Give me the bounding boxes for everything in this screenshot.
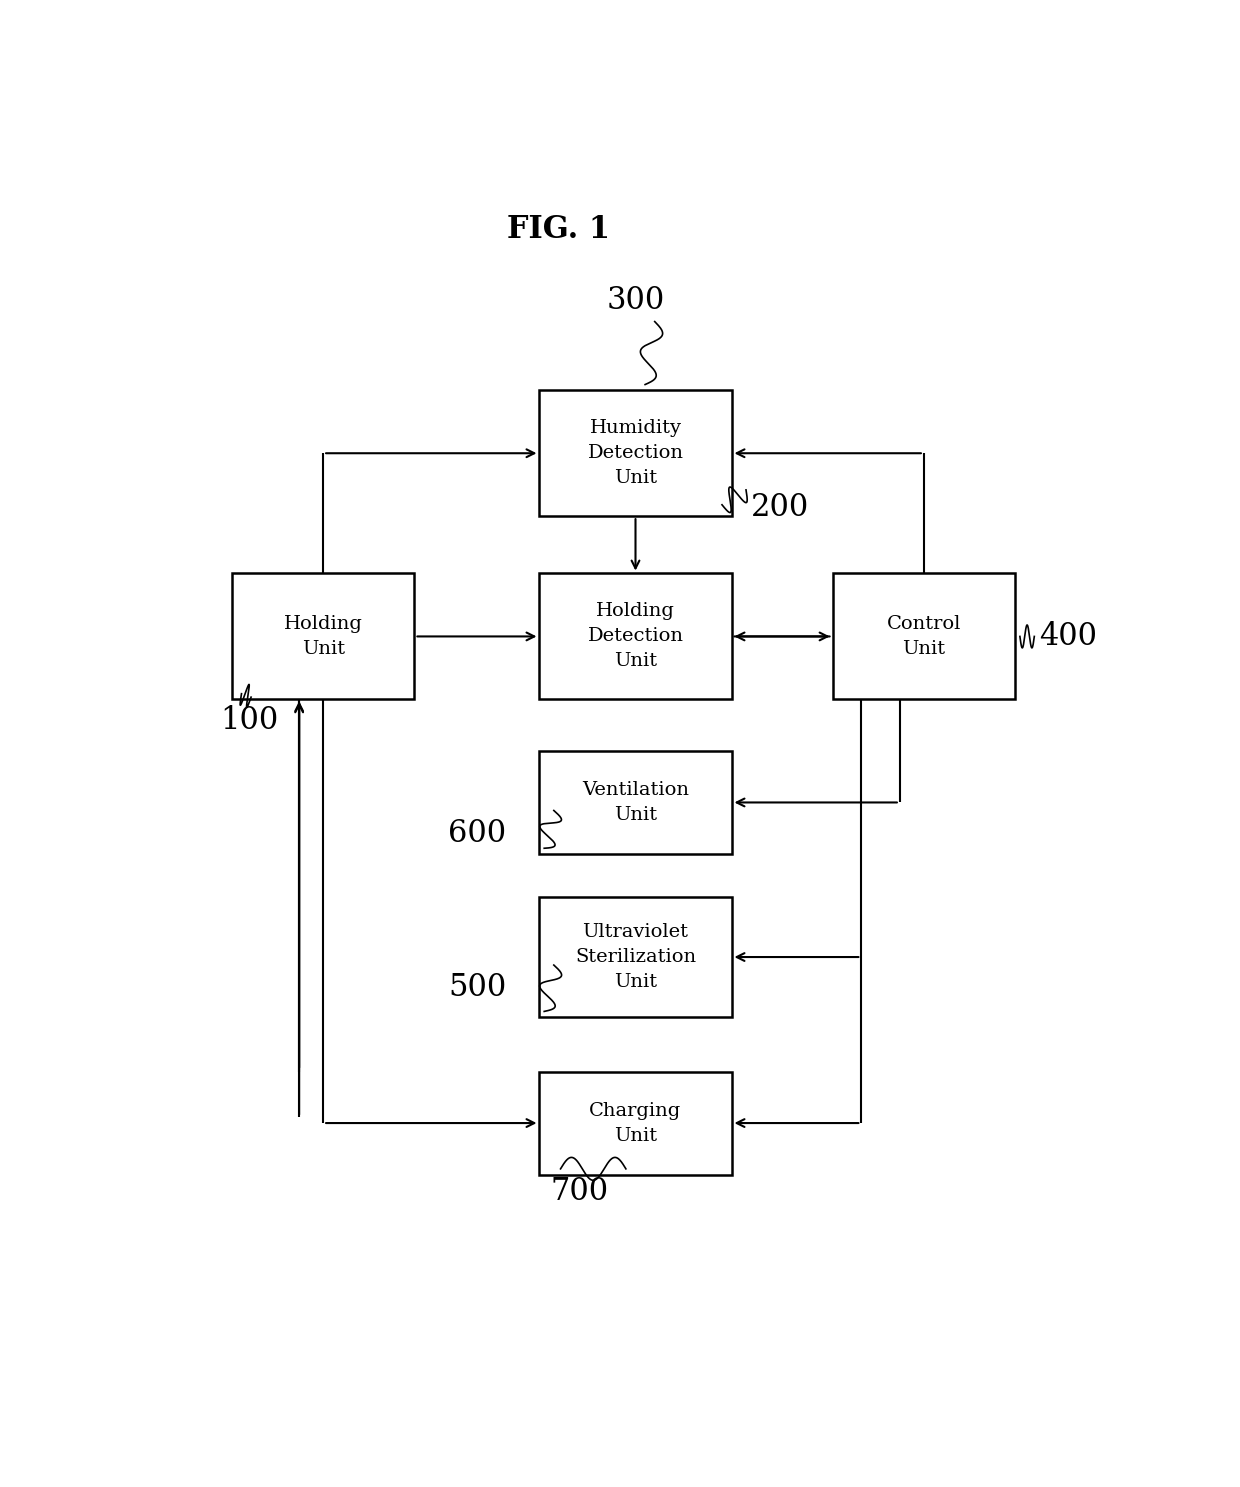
Text: Holding
Unit: Holding Unit — [284, 616, 362, 657]
Text: Control
Unit: Control Unit — [887, 616, 961, 657]
Text: FIG. 1: FIG. 1 — [507, 214, 610, 245]
Bar — [539, 390, 732, 516]
Text: Humidity
Detection
Unit: Humidity Detection Unit — [588, 419, 683, 488]
Bar — [539, 1072, 732, 1175]
Text: 600: 600 — [448, 818, 506, 849]
Text: 400: 400 — [1039, 622, 1097, 651]
Text: Holding
Detection
Unit: Holding Detection Unit — [588, 602, 683, 671]
Text: 700: 700 — [551, 1176, 609, 1207]
Text: 100: 100 — [221, 705, 279, 736]
Bar — [832, 574, 1016, 699]
Text: Ventilation
Unit: Ventilation Unit — [582, 781, 689, 824]
Text: 500: 500 — [448, 972, 506, 1004]
Text: Ultraviolet
Sterilization
Unit: Ultraviolet Sterilization Unit — [575, 923, 696, 990]
Text: 200: 200 — [751, 492, 808, 522]
Text: Charging
Unit: Charging Unit — [589, 1102, 682, 1145]
Text: 300: 300 — [606, 286, 665, 317]
Bar — [232, 574, 414, 699]
Bar — [539, 897, 732, 1017]
Bar — [539, 574, 732, 699]
Bar — [539, 751, 732, 854]
